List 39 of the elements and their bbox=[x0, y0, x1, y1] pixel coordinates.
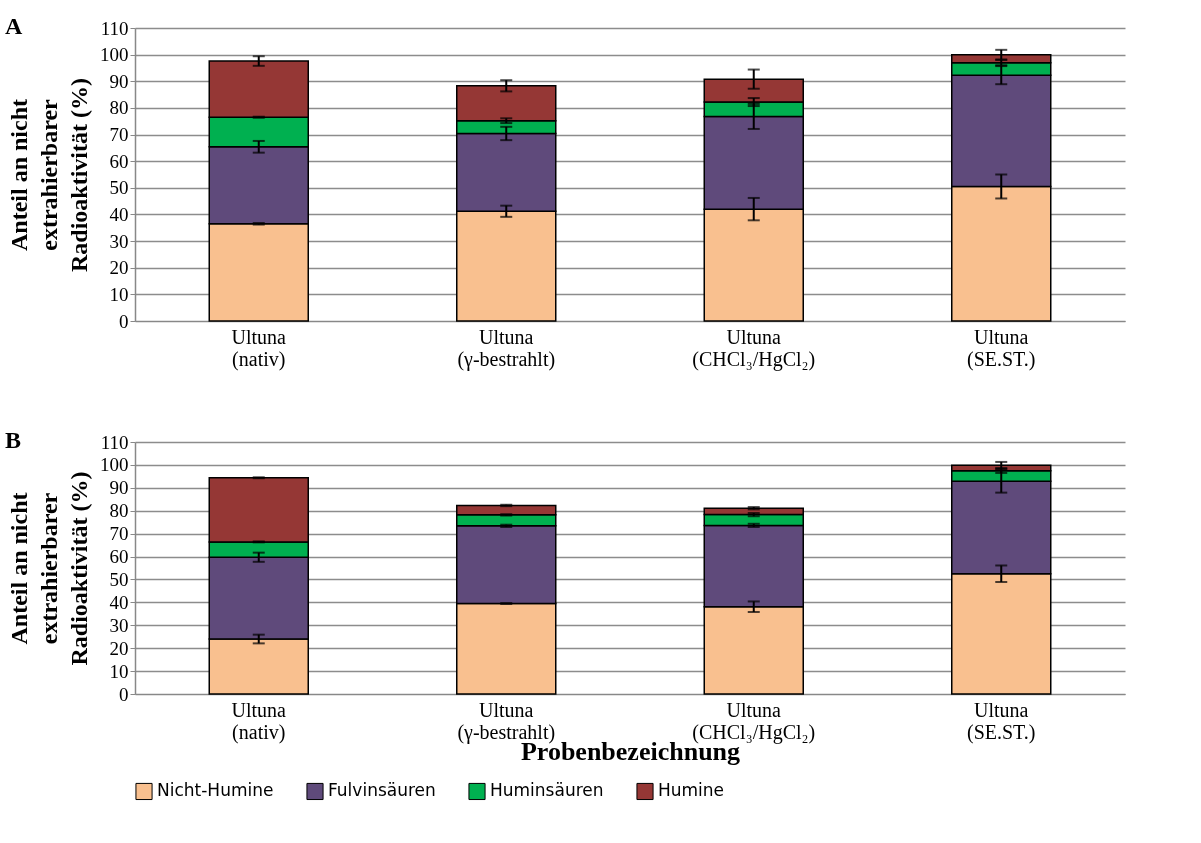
y-tick-label: 100 bbox=[100, 454, 129, 476]
legend-label: Humine bbox=[658, 780, 725, 801]
y-tick-label: 60 bbox=[109, 546, 129, 568]
y-tick-label: 20 bbox=[109, 257, 129, 279]
y-tick-label: 30 bbox=[109, 230, 129, 252]
y-tick-label: 90 bbox=[109, 70, 129, 92]
y-tick-label: 60 bbox=[109, 150, 129, 172]
x-tick-label: Ultuna (nativ) bbox=[231, 698, 287, 744]
y-tick-label: 0 bbox=[119, 683, 129, 705]
y-tick-label: 10 bbox=[109, 660, 129, 682]
y-tick-label: 70 bbox=[109, 124, 129, 146]
y-tick-label: 20 bbox=[109, 637, 129, 659]
x-tick-label: Ultuna (CHCl₃/HgCl₂) bbox=[692, 325, 816, 371]
y-tick-label: 100 bbox=[100, 44, 129, 66]
y-tick-label: 0 bbox=[119, 310, 129, 332]
y-tick-label: 110 bbox=[100, 431, 129, 453]
x-tick-label: Ultuna (CHCl₃/HgCl₂) bbox=[692, 698, 816, 744]
y-axis-title: Anteil an nicht extrahierbarer Radioaktivität (%) bbox=[6, 78, 92, 272]
y-tick-label: 50 bbox=[109, 568, 129, 590]
y-tick-label: 40 bbox=[109, 203, 129, 225]
y-tick-label: 90 bbox=[109, 477, 129, 499]
y-tick-label: 30 bbox=[109, 614, 129, 636]
y-axis-title: Anteil an nicht extrahierbarer Radioaktivität (%) bbox=[6, 471, 92, 666]
x-tick-label: Ultuna (SE.ST.) bbox=[966, 698, 1036, 744]
y-tick-label: 10 bbox=[109, 283, 129, 305]
y-tick-label: 110 bbox=[100, 17, 129, 39]
y-tick-label: 50 bbox=[109, 177, 129, 199]
y-tick-label: 80 bbox=[109, 500, 129, 522]
chart-title: B bbox=[5, 427, 22, 453]
x-tick-label: Ultuna (γ-bestrahlt) bbox=[457, 325, 556, 371]
x-tick-label: Ultuna (nativ) bbox=[231, 325, 287, 371]
x-tick-label: Ultuna (SE.ST.) bbox=[966, 325, 1036, 371]
legend-label: Huminsäuren bbox=[490, 780, 604, 801]
y-tick-label: 80 bbox=[109, 97, 129, 119]
legend-label: Fulvinsäuren bbox=[328, 780, 436, 801]
y-tick-label: 40 bbox=[109, 591, 129, 613]
y-tick-label: 70 bbox=[109, 523, 129, 545]
chart-title: A bbox=[5, 13, 23, 39]
legend-label: Nicht-Humine bbox=[157, 780, 274, 801]
